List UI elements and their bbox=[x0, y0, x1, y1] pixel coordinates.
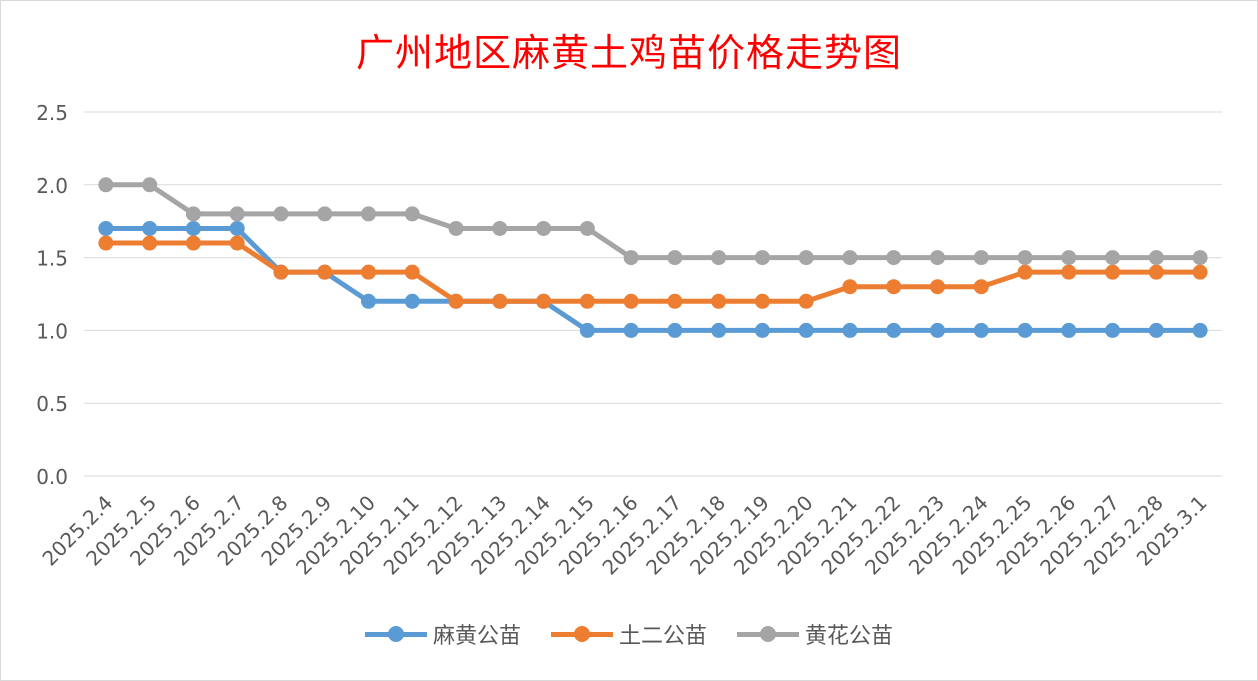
y-tick-label: 2.5 bbox=[36, 101, 68, 125]
data-point bbox=[1105, 264, 1121, 280]
data-point bbox=[317, 206, 333, 222]
data-point bbox=[1017, 322, 1033, 338]
data-point bbox=[448, 293, 464, 309]
data-point bbox=[185, 220, 201, 236]
data-point bbox=[623, 322, 639, 338]
data-point bbox=[98, 220, 114, 236]
legend-label: 黄花公苗 bbox=[805, 624, 894, 649]
data-point bbox=[579, 293, 595, 309]
data-point bbox=[142, 177, 158, 193]
y-tick-label: 0.0 bbox=[36, 465, 68, 489]
data-point bbox=[667, 250, 683, 266]
data-point bbox=[142, 235, 158, 251]
data-point bbox=[973, 279, 989, 295]
data-point bbox=[930, 250, 945, 266]
data-point bbox=[404, 206, 420, 222]
data-point bbox=[142, 220, 158, 236]
data-point bbox=[798, 250, 814, 266]
data-point bbox=[185, 235, 201, 251]
data-point bbox=[711, 293, 727, 309]
data-point bbox=[492, 220, 508, 236]
data-point bbox=[361, 293, 376, 309]
data-point bbox=[842, 250, 858, 266]
series-line-1 bbox=[103, 225, 1203, 333]
data-point bbox=[1061, 264, 1077, 280]
data-point bbox=[798, 322, 814, 338]
data-point bbox=[361, 264, 376, 280]
data-point bbox=[842, 322, 858, 338]
y-tick-label: 1.0 bbox=[36, 319, 68, 343]
data-point bbox=[536, 293, 552, 309]
data-point bbox=[973, 322, 989, 338]
legend-item: 黄花公苗 bbox=[737, 618, 893, 650]
data-point bbox=[1192, 250, 1208, 266]
data-point bbox=[1192, 322, 1208, 338]
data-point bbox=[448, 220, 464, 236]
series-line-3 bbox=[103, 182, 1203, 261]
data-point bbox=[317, 264, 333, 280]
data-point bbox=[229, 235, 245, 251]
data-point bbox=[1148, 322, 1164, 338]
data-point bbox=[711, 322, 727, 338]
legend-swatch bbox=[550, 621, 613, 647]
legend-label: 土二公苗 bbox=[618, 624, 707, 649]
legend-swatch bbox=[737, 621, 799, 647]
data-point bbox=[667, 322, 683, 338]
y-tick-label: 1.5 bbox=[36, 247, 68, 271]
data-point bbox=[404, 264, 420, 280]
data-point bbox=[667, 293, 683, 309]
y-tick-label: 2.0 bbox=[36, 174, 68, 198]
legend-item: 麻黄公苗 bbox=[364, 618, 521, 650]
data-point bbox=[361, 206, 376, 222]
data-point bbox=[1017, 250, 1033, 266]
data-point bbox=[1192, 264, 1208, 280]
data-point bbox=[404, 293, 420, 309]
legend-swatch bbox=[364, 621, 427, 647]
data-point bbox=[1061, 322, 1077, 338]
data-point bbox=[1105, 250, 1121, 266]
data-point bbox=[711, 250, 727, 266]
data-point bbox=[273, 206, 289, 222]
data-point bbox=[754, 250, 770, 266]
data-point bbox=[98, 235, 114, 251]
data-point bbox=[623, 293, 639, 309]
data-point bbox=[973, 250, 989, 266]
data-point bbox=[798, 293, 814, 309]
data-point bbox=[579, 322, 595, 338]
chart-title: 广州地区麻黄土鸡苗价格走势图 bbox=[355, 31, 902, 75]
data-point bbox=[1061, 250, 1077, 266]
legend-label: 麻黄公苗 bbox=[432, 624, 521, 649]
series-line-2 bbox=[103, 240, 1203, 304]
data-point bbox=[1017, 264, 1033, 280]
data-point bbox=[1105, 322, 1121, 338]
legend: 麻黄公苗 土二公苗 黄花公苗 bbox=[0, 618, 1258, 650]
data-point bbox=[536, 220, 552, 236]
data-point bbox=[185, 206, 201, 222]
data-point bbox=[623, 250, 639, 266]
data-point bbox=[842, 279, 858, 295]
data-point bbox=[754, 293, 770, 309]
data-point bbox=[229, 206, 245, 222]
data-point bbox=[930, 322, 945, 338]
legend-item: 土二公苗 bbox=[550, 618, 707, 650]
data-point bbox=[492, 293, 508, 309]
data-point bbox=[579, 220, 595, 236]
data-point bbox=[273, 264, 289, 280]
data-point bbox=[886, 279, 902, 295]
data-point bbox=[98, 177, 114, 193]
data-point bbox=[754, 322, 770, 338]
y-tick-label: 0.5 bbox=[36, 392, 68, 416]
data-point bbox=[886, 250, 902, 266]
data-point bbox=[886, 322, 902, 338]
data-point bbox=[1148, 264, 1164, 280]
data-point bbox=[1148, 250, 1164, 266]
data-point bbox=[229, 220, 245, 236]
data-point bbox=[930, 279, 945, 295]
